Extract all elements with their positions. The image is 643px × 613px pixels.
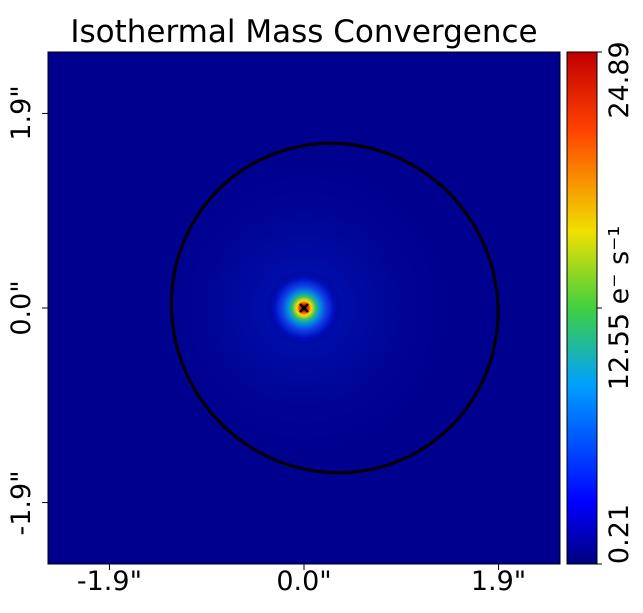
y-tick-label: -1.9" [6,469,37,536]
y-tick-label: 1.9" [6,85,37,142]
colorbar-tick-label: 12.55 e⁻ s⁻¹ [604,225,635,391]
x-tick-label: 1.9" [470,566,527,597]
critical-curve [169,141,500,475]
colorbar [566,51,598,565]
center-marker [299,303,309,313]
y-tick-label: 0.0" [6,280,37,336]
colorbar-tick-label: 0.21 [604,503,635,565]
x-tick-label: -1.9" [76,566,142,597]
colorbar-tick-label: 24.89 [604,41,635,119]
x-tick-label: 0.0" [276,566,332,597]
chart-title: Isothermal Mass Convergence [70,14,538,50]
